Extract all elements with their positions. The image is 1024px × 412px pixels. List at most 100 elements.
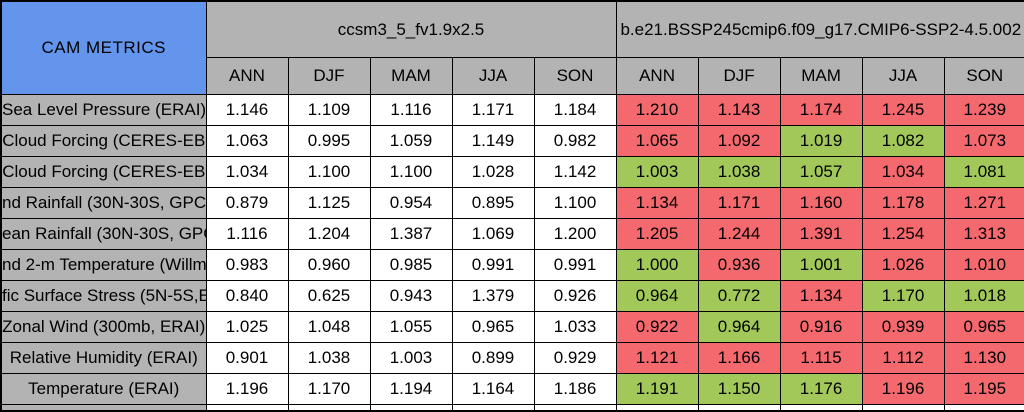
test-value-cell: 0.964 bbox=[615, 280, 699, 312]
test-value-cell: 1.176 bbox=[779, 373, 863, 405]
season-header-jja: JJA bbox=[451, 57, 535, 95]
test-value-cell: 1.170 bbox=[861, 280, 945, 312]
test-value-cell: 0.939 bbox=[861, 311, 945, 343]
partial-value-cell bbox=[861, 404, 945, 411]
table-row: nd 2-m Temperature (Willm 0.983 0.960 0.985… bbox=[0, 249, 1024, 281]
metric-label: Relative Humidity (ERAI) bbox=[0, 342, 207, 374]
test-value-cell: 1.112 bbox=[861, 342, 945, 374]
season-header-mam: MAM bbox=[779, 57, 863, 95]
test-value-cell: 1.143 bbox=[697, 94, 781, 126]
season-header-row: ANN DJF MAM JJA SON ANN DJF MAM JJA SON bbox=[1, 57, 1024, 95]
control-value-cell: 1.196 bbox=[205, 373, 289, 405]
control-value-cell: 1.194 bbox=[369, 373, 453, 405]
test-value-cell: 1.018 bbox=[943, 280, 1024, 312]
control-value-cell: 0.840 bbox=[205, 280, 289, 312]
partial-value-cell bbox=[615, 404, 699, 411]
control-value-cell: 1.028 bbox=[451, 156, 535, 188]
partial-value-cell bbox=[369, 404, 453, 411]
control-value-cell: 0.960 bbox=[287, 249, 371, 281]
test-value-cell: 1.038 bbox=[697, 156, 781, 188]
test-value-cell: 1.271 bbox=[943, 187, 1024, 219]
control-value-cell: 0.929 bbox=[533, 342, 617, 374]
test-value-cell: 1.210 bbox=[615, 94, 699, 126]
test-value-cell: 1.245 bbox=[861, 94, 945, 126]
season-header-ann: ANN bbox=[615, 57, 699, 95]
control-value-cell: 1.204 bbox=[287, 218, 371, 250]
metric-label: Cloud Forcing (CERES-EB bbox=[0, 125, 207, 157]
group-header-row: CAM METRICS ccsm3_5_fv1.9x2.5 b.e21.BSSP… bbox=[0, 0, 1024, 95]
test-value-cell: 1.160 bbox=[779, 187, 863, 219]
test-value-cell: 1.019 bbox=[779, 125, 863, 157]
test-value-cell: 1.171 bbox=[697, 187, 781, 219]
table-row: Sea Level Pressure (ERAI) 1.146 1.109 1.116… bbox=[0, 94, 1024, 126]
control-value-cell: 1.100 bbox=[369, 156, 453, 188]
test-value-cell: 1.115 bbox=[779, 342, 863, 374]
control-value-cell: 1.171 bbox=[451, 94, 535, 126]
control-value-cell: 1.164 bbox=[451, 373, 535, 405]
season-header-son: SON bbox=[533, 57, 617, 95]
test-value-cell: 1.191 bbox=[615, 373, 699, 405]
control-value-cell: 0.943 bbox=[369, 280, 453, 312]
control-value-cell: 0.985 bbox=[369, 249, 453, 281]
test-value-cell: 0.772 bbox=[697, 280, 781, 312]
test-value-cell: 0.965 bbox=[943, 311, 1024, 343]
control-value-cell: 1.025 bbox=[205, 311, 289, 343]
test-value-cell: 1.196 bbox=[861, 373, 945, 405]
control-value-cell: 0.879 bbox=[205, 187, 289, 219]
test-value-cell: 1.073 bbox=[943, 125, 1024, 157]
partial-value-cell bbox=[205, 404, 289, 411]
control-value-cell: 0.625 bbox=[287, 280, 371, 312]
control-value-cell: 1.149 bbox=[451, 125, 535, 157]
table-row: Temperature (ERAI) 1.196 1.170 1.194 1.164 1.… bbox=[0, 373, 1024, 405]
control-value-cell: 0.983 bbox=[205, 249, 289, 281]
table-row: Relative Humidity (ERAI) 0.901 1.038 1.003 0… bbox=[0, 342, 1024, 374]
control-value-cell: 0.982 bbox=[533, 125, 617, 157]
table-row: fic Surface Stress (5N-5S,E 0.840 0.625 0.9… bbox=[0, 280, 1024, 312]
control-value-cell: 1.200 bbox=[533, 218, 617, 250]
control-value-cell: 1.034 bbox=[205, 156, 289, 188]
season-header-djf: DJF bbox=[287, 57, 371, 95]
test-value-cell: 1.195 bbox=[943, 373, 1024, 405]
control-value-cell: 1.048 bbox=[287, 311, 371, 343]
control-value-cell: 0.901 bbox=[205, 342, 289, 374]
table-row: ean Rainfall (30N-30S, GPC 1.116 1.204 1.38… bbox=[0, 218, 1024, 250]
test-value-cell: 1.081 bbox=[943, 156, 1024, 188]
control-value-cell: 1.387 bbox=[369, 218, 453, 250]
test-value-cell: 1.065 bbox=[615, 125, 699, 157]
test-value-cell: 1.082 bbox=[861, 125, 945, 157]
control-value-cell: 0.991 bbox=[533, 249, 617, 281]
control-value-cell: 0.899 bbox=[451, 342, 535, 374]
test-value-cell: 1.092 bbox=[697, 125, 781, 157]
control-value-cell: 0.991 bbox=[451, 249, 535, 281]
test-value-cell: 1.057 bbox=[779, 156, 863, 188]
season-header-djf: DJF bbox=[697, 57, 781, 95]
test-value-cell: 1.166 bbox=[697, 342, 781, 374]
control-value-cell: 1.063 bbox=[205, 125, 289, 157]
test-value-cell: 1.000 bbox=[615, 249, 699, 281]
partial-row bbox=[0, 404, 1024, 411]
partial-value-cell bbox=[697, 404, 781, 411]
test-value-cell: 1.205 bbox=[615, 218, 699, 250]
test-value-cell: 1.254 bbox=[861, 218, 945, 250]
control-value-cell: 1.003 bbox=[369, 342, 453, 374]
table-row: Cloud Forcing (CERES-EB 1.034 1.100 1.100 1.… bbox=[0, 156, 1024, 188]
test-value-cell: 1.134 bbox=[615, 187, 699, 219]
metric-label: nd 2-m Temperature (Willm bbox=[0, 249, 207, 281]
metric-label: nd Rainfall (30N-30S, GPC bbox=[0, 187, 207, 219]
control-value-cell: 0.895 bbox=[451, 187, 535, 219]
control-value-cell: 1.379 bbox=[451, 280, 535, 312]
table-row: Cloud Forcing (CERES-EB 1.063 0.995 1.059 1.… bbox=[0, 125, 1024, 157]
partial-value-cell bbox=[533, 404, 617, 411]
control-value-cell: 1.100 bbox=[533, 187, 617, 219]
season-header-jja: JJA bbox=[861, 57, 945, 95]
metric-label: ean Rainfall (30N-30S, GPC bbox=[0, 218, 207, 250]
test-value-cell: 0.936 bbox=[697, 249, 781, 281]
season-header-son: SON bbox=[943, 57, 1024, 95]
control-value-cell: 1.055 bbox=[369, 311, 453, 343]
control-value-cell: 1.184 bbox=[533, 94, 617, 126]
test-value-cell: 1.034 bbox=[861, 156, 945, 188]
control-value-cell: 1.116 bbox=[369, 94, 453, 126]
metric-label: Temperature (ERAI) bbox=[0, 373, 207, 405]
control-value-cell: 1.109 bbox=[287, 94, 371, 126]
control-value-cell: 1.170 bbox=[287, 373, 371, 405]
